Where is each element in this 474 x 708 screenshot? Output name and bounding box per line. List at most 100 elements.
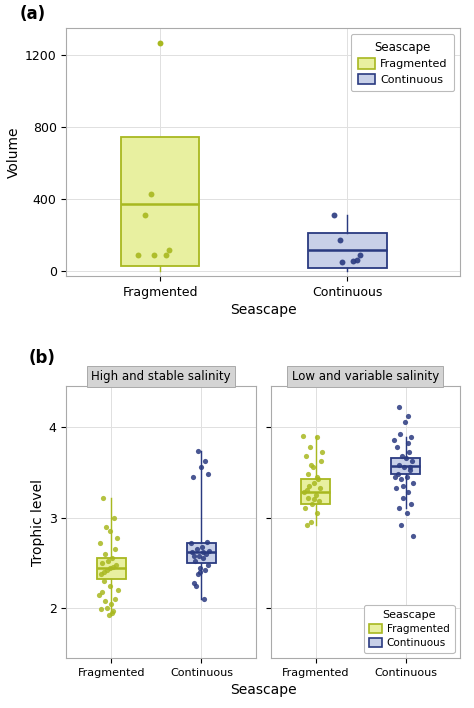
Point [193, 544, 201, 555]
Point [313, 432, 320, 443]
Point [99, 557, 106, 569]
Text: (b): (b) [28, 348, 55, 367]
Point [109, 607, 116, 619]
Bar [301, 479, 330, 504]
Point [349, 256, 357, 267]
Point [353, 254, 361, 266]
Point [397, 474, 405, 485]
Point [106, 563, 113, 574]
Point [156, 37, 164, 48]
Point [200, 553, 207, 564]
Point [195, 550, 202, 561]
Point [303, 519, 310, 530]
Point [141, 210, 149, 221]
Point [299, 430, 307, 441]
Point [97, 604, 104, 615]
Point [199, 541, 206, 552]
Point [96, 537, 103, 549]
Point [405, 410, 412, 421]
Point [204, 559, 211, 571]
Point [300, 486, 308, 498]
Point [191, 577, 198, 588]
Point [409, 530, 417, 542]
Point [196, 562, 203, 573]
Point [109, 553, 116, 564]
Point [203, 537, 210, 548]
Y-axis label: Trophic level: Trophic level [31, 479, 45, 566]
Point [189, 547, 196, 558]
Title: Low and variable salinity: Low and variable salinity [292, 370, 439, 383]
Point [201, 594, 208, 605]
Point [100, 566, 108, 578]
Point [409, 477, 417, 489]
Point [191, 556, 199, 567]
Point [307, 441, 314, 452]
Point [151, 249, 158, 261]
Point [110, 512, 118, 523]
Point [190, 471, 197, 482]
Bar [187, 543, 216, 563]
Point [407, 432, 415, 443]
Point [107, 525, 114, 537]
Point [302, 450, 310, 462]
Point [205, 545, 212, 556]
Point [314, 508, 321, 519]
Point [393, 441, 401, 452]
Point [102, 521, 110, 532]
Point [336, 234, 344, 246]
Point [391, 471, 399, 482]
Point [113, 532, 120, 543]
Point [202, 548, 210, 559]
Point [95, 589, 102, 600]
Point [191, 550, 198, 561]
Point [400, 462, 408, 473]
Legend: Fragmented, Continuous: Fragmented, Continuous [351, 34, 454, 91]
Point [104, 556, 111, 567]
Point [100, 492, 107, 503]
Bar [97, 559, 126, 579]
Point [99, 586, 106, 598]
Point [200, 547, 207, 558]
Point [310, 493, 318, 505]
Point [396, 459, 403, 470]
Point [109, 605, 117, 617]
Point [307, 459, 315, 470]
Bar [121, 137, 200, 266]
Point [399, 480, 407, 491]
Point [201, 564, 209, 576]
Point [406, 464, 414, 476]
Point [310, 477, 318, 489]
Point [408, 455, 416, 467]
Point [405, 486, 412, 498]
Title: High and stable salinity: High and stable salinity [91, 370, 231, 383]
Point [304, 468, 311, 479]
Point [187, 537, 194, 549]
Point [112, 559, 120, 571]
Point [165, 244, 173, 256]
Point [101, 595, 109, 607]
Point [103, 603, 111, 614]
Point [314, 471, 321, 482]
Point [101, 548, 109, 559]
Text: (a): (a) [19, 6, 46, 23]
Point [401, 416, 409, 428]
X-axis label: Seascape: Seascape [230, 303, 296, 317]
Point [309, 462, 317, 473]
Point [338, 256, 346, 268]
Point [194, 569, 201, 580]
Point [106, 580, 113, 591]
Point [315, 474, 322, 485]
Point [402, 452, 410, 464]
Point [399, 492, 407, 503]
Point [197, 462, 204, 473]
Point [100, 576, 108, 587]
Legend: Fragmented, Continuous: Fragmented, Continuous [364, 605, 455, 653]
Point [108, 598, 115, 610]
Point [407, 498, 415, 510]
Point [390, 435, 398, 446]
Point [196, 566, 203, 578]
Point [307, 516, 315, 527]
Point [111, 544, 119, 555]
Point [392, 483, 400, 494]
Point [204, 468, 211, 479]
